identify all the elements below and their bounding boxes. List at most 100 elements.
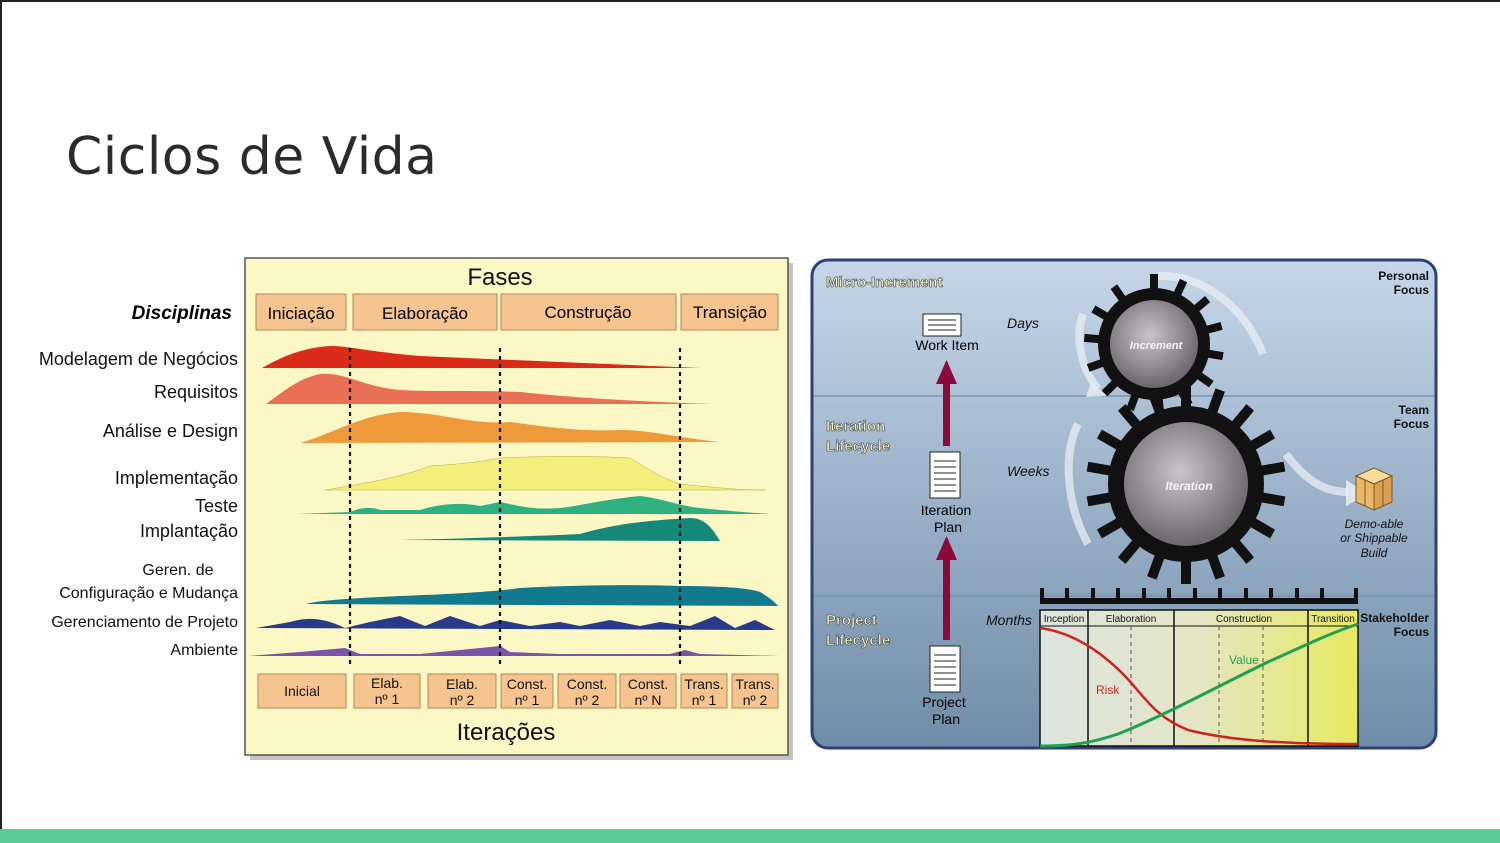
phase-boxes: Iniciação Elaboração Construção Transiçã…: [255, 293, 779, 331]
iteration-label: nº 2: [575, 692, 600, 708]
hump-implantacao: [400, 518, 720, 541]
iteration-label: nº 1: [375, 691, 400, 707]
iteration-label: nº 2: [743, 692, 768, 708]
iteration-plan-label: Plan: [934, 519, 962, 535]
build-label: Demo-able: [1345, 517, 1404, 531]
value-curve: [1039, 622, 1359, 748]
phase-transition: Transition: [1311, 614, 1355, 625]
team-focus-label: Focus: [1394, 417, 1430, 431]
iteration-label: Elab.: [371, 675, 403, 691]
discipline-label: Gerenciamento de Projeto: [51, 614, 238, 631]
iteration-gear: [1086, 384, 1286, 584]
iteration-label: Inicial: [284, 683, 320, 699]
project-lifecycle-title: Lifecycle: [826, 632, 890, 649]
time-labels: Days Weeks Months: [986, 315, 1050, 628]
stakeholder-focus-label: Focus: [1394, 625, 1430, 639]
personal-focus-label: Personal: [1378, 269, 1429, 283]
footer-accent-bar: [0, 829, 1500, 843]
iteration-label: Iteration: [1165, 479, 1212, 493]
phase-labels: Inception Elaboration Construction Trans…: [1044, 614, 1355, 625]
build-label: Build: [1361, 546, 1388, 560]
discipline-label: Configuração e Mudança: [59, 585, 238, 602]
hump-ambiente: [248, 646, 780, 656]
hump-analise: [300, 412, 720, 443]
iteration-label: nº 1: [692, 692, 717, 708]
slide-title: Ciclos de Vida: [66, 126, 438, 187]
iteration-labels: Inicial Elab. nº 1 Elab. nº 2 Const. nº …: [284, 675, 774, 708]
work-item-icon: [922, 313, 962, 337]
iteration-label: Elab.: [446, 676, 478, 692]
discipline-label: Requisitos: [154, 382, 238, 402]
iteration-label: Const.: [507, 676, 547, 692]
phase-chart: [1039, 609, 1359, 747]
project-plan-label: Project: [922, 694, 966, 710]
hump-teste: [298, 496, 770, 514]
band-titles: Micro-Increment Iteration Lifecycle Proj…: [826, 274, 943, 650]
project-plan-label: Plan: [932, 711, 960, 727]
build-box-icon: [1354, 467, 1394, 511]
days-label: Days: [1007, 315, 1039, 331]
project-plan-icon: [929, 645, 961, 693]
discipline-label: Implementação: [115, 468, 238, 488]
stakeholder-focus-label: Stakeholder: [1360, 611, 1429, 625]
phase-transicao: Transição: [693, 303, 767, 322]
hump-requisitos: [266, 373, 712, 404]
iteration-lifecycle-title: Iteration: [826, 418, 885, 435]
slide-frame-top: [0, 0, 1500, 2]
personal-focus-label: Focus: [1394, 283, 1430, 297]
timeline-ruler: [1040, 588, 1358, 604]
weeks-label: Weeks: [1007, 463, 1050, 479]
phase-milestones: [348, 348, 682, 668]
iteration-label: nº N: [635, 692, 662, 708]
work-item-label: Work Item: [915, 337, 979, 353]
discipline-labels: Modelagem de Negócios Requisitos Análise…: [39, 349, 238, 659]
project-lifecycle-title: Project: [826, 612, 877, 629]
iteration-plan-label: Iteration: [921, 502, 972, 518]
phase-inception: Inception: [1044, 614, 1085, 625]
phase-construcao: Construção: [545, 303, 632, 322]
team-focus-label: Team: [1399, 403, 1429, 417]
iteration-plan-icon: [929, 451, 961, 499]
focus-labels: Personal Focus Team Focus Stakeholder Fo…: [1360, 269, 1429, 639]
disciplines-title: Disciplinas: [132, 303, 232, 324]
iteration-label: nº 1: [515, 692, 540, 708]
rotation-arrows: [1064, 271, 1349, 546]
discipline-humps: [248, 346, 780, 656]
phase-elaboracao: Elaboração: [382, 304, 468, 323]
discipline-label: Modelagem de Negócios: [39, 349, 238, 369]
slide-frame-left: [0, 0, 2, 843]
build-caption: Demo-able or Shippable Build: [1340, 517, 1408, 560]
discipline-label: Análise e Design: [103, 421, 238, 441]
phase-elaboration: Elaboration: [1106, 614, 1157, 625]
discipline-label: Implantação: [140, 521, 238, 541]
hump-gerenciamento: [256, 616, 775, 630]
openup-lifecycle-diagram: Micro-Increment Iteration Lifecycle Proj…: [810, 258, 1438, 750]
iteration-label: nº 2: [450, 692, 475, 708]
value-label: Value: [1229, 653, 1259, 667]
hump-implementacao: [324, 456, 766, 491]
rup-lifecycle-diagram: Fases Iniciação Elaboração Construção Tr…: [39, 257, 793, 760]
iteration-label: Trans.: [735, 676, 774, 692]
iteration-label: Const.: [628, 676, 668, 692]
hump-gcm: [306, 585, 778, 606]
iteration-boxes: [257, 673, 779, 709]
increment-gear: [1083, 274, 1224, 415]
iterations-title: Iterações: [457, 719, 556, 746]
increment-label: Increment: [1130, 340, 1184, 352]
arrow-head: [1086, 382, 1108, 397]
phase-construction: Construction: [1216, 614, 1272, 625]
build-label: or Shippable: [1340, 531, 1408, 545]
discipline-label: Ambiente: [170, 642, 238, 659]
upward-arrows: [936, 360, 957, 640]
months-label: Months: [986, 612, 1032, 628]
phases-title: Fases: [467, 264, 532, 291]
phase-iniciacao: Iniciação: [267, 304, 334, 323]
iteration-label: Trans.: [684, 676, 723, 692]
discipline-label: Geren. de: [142, 562, 213, 579]
hump-modelagem: [262, 346, 700, 368]
discipline-label: Teste: [195, 496, 238, 516]
risk-label: Risk: [1096, 683, 1120, 697]
micro-increment-title: Micro-Increment: [826, 274, 943, 291]
iteration-label: Const.: [567, 676, 607, 692]
iteration-lifecycle-title: Lifecycle: [826, 438, 890, 455]
